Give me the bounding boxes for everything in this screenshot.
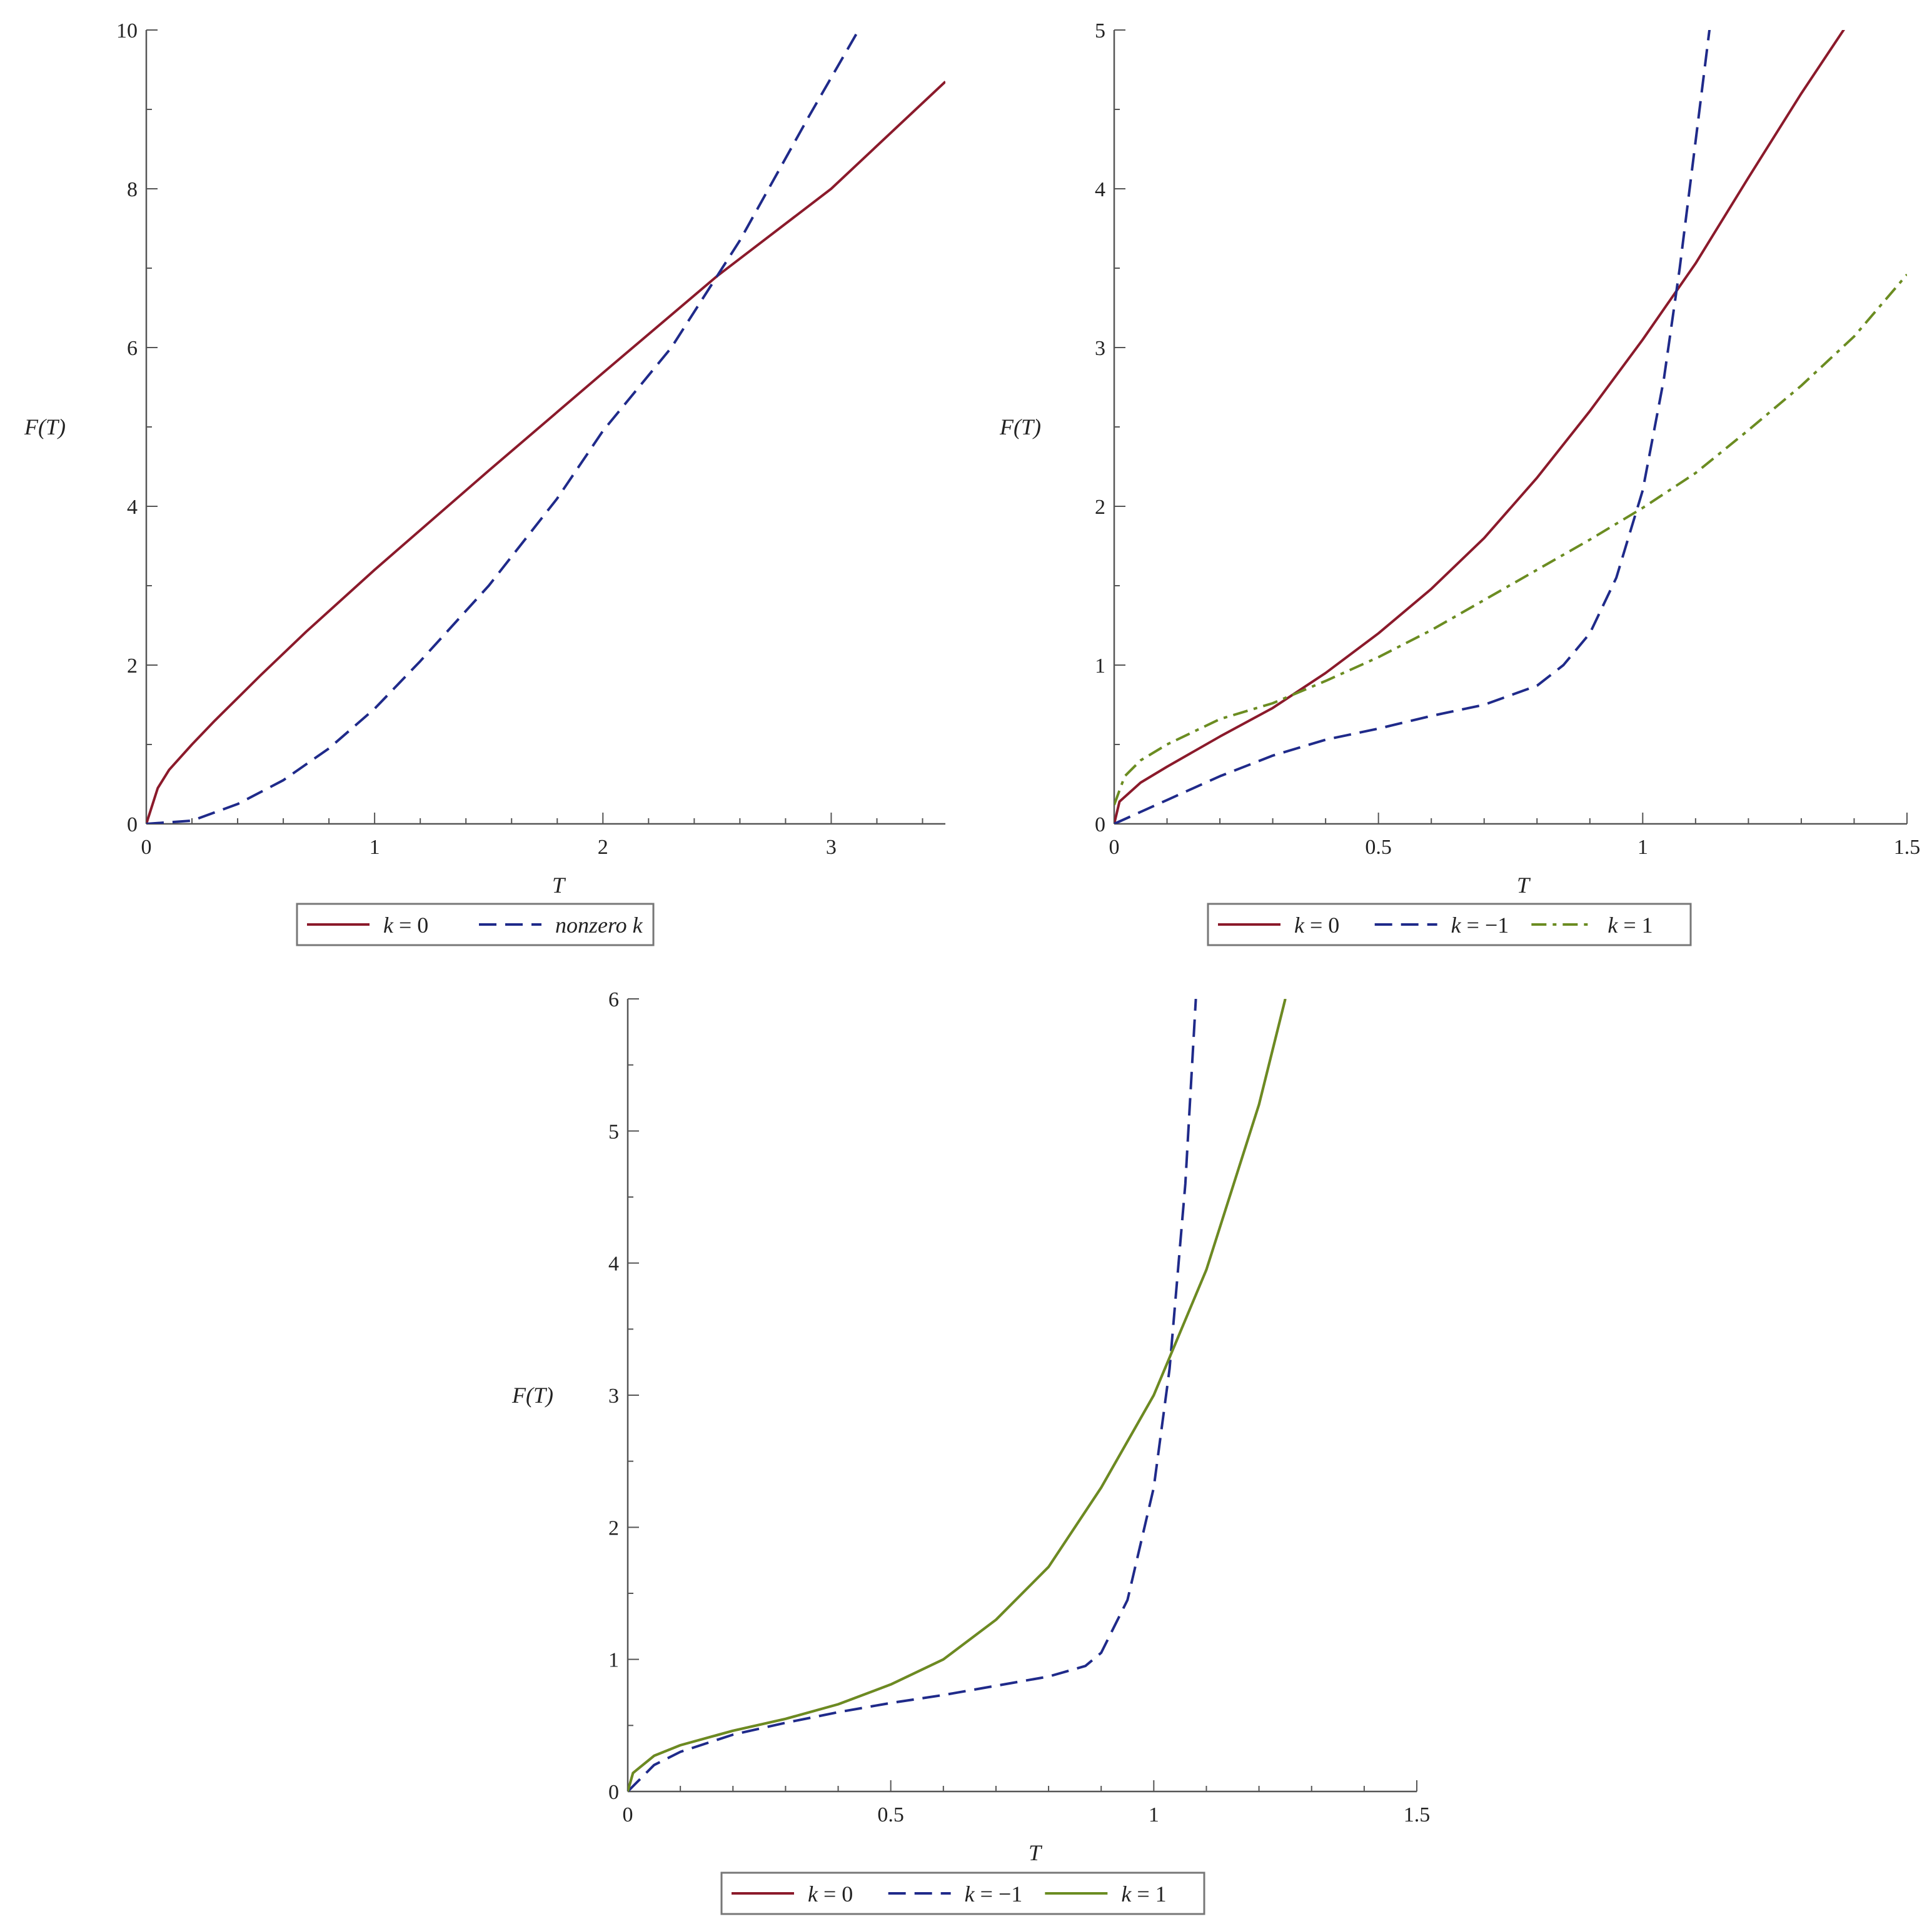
x-tick-label: 1: [1638, 836, 1648, 859]
legend-label: k = −1: [965, 1881, 1023, 1906]
legend-label: k = 1: [1607, 913, 1653, 938]
x-axis-label: T: [1517, 873, 1531, 898]
legend: k = 0 k = −1 k = 1: [720, 1871, 1205, 1915]
y-axis-label: F(T): [999, 414, 1041, 439]
x-tick-label: 0.5: [877, 1803, 904, 1826]
y-tick-label: 6: [127, 337, 138, 360]
y-tick-label: 2: [127, 654, 138, 678]
y-tick-label: 4: [127, 496, 138, 519]
series-line: [1114, 273, 1907, 806]
y-axis-label: F(T): [24, 414, 66, 439]
legend: k = 0 nonzero k: [296, 903, 655, 946]
y-tick-label: 8: [127, 178, 138, 201]
x-tick-label: 1.5: [1894, 836, 1921, 859]
y-tick-label: 2: [1095, 496, 1105, 519]
y-tick-label: 10: [116, 19, 138, 43]
series-line: [146, 30, 860, 824]
series-line: [1114, 30, 1845, 824]
series-line: [628, 999, 1287, 1791]
plot-top-right: 0 0.5 1 1.5 0 1 2 3 4 5 T F(T) k = 0 k = −1 k = 1: [999, 19, 1920, 946]
legend-label: k = 0: [383, 913, 428, 938]
legend: k = 0 k = −1 k = 1: [1207, 903, 1692, 946]
x-tick-label: 0: [1109, 836, 1120, 859]
series-line: [1114, 30, 1711, 824]
x-tick-label: 0.5: [1365, 836, 1392, 859]
y-tick-label: 3: [1095, 337, 1105, 360]
y-tick-label: 1: [1095, 654, 1105, 678]
series-group: [1114, 30, 1907, 824]
axes: 0 0.5 1 1.5 0 1 2 3 4 5 6 T F(T): [511, 988, 1430, 1865]
x-axis-label: T: [1029, 1840, 1043, 1865]
y-tick-label: 4: [1095, 178, 1105, 201]
series-group: [146, 30, 945, 824]
x-tick-label: 1: [370, 836, 380, 859]
legend-label: k = 0: [1294, 913, 1339, 938]
x-tick-label: 0: [623, 1803, 633, 1826]
x-tick-label: 1: [1149, 1803, 1159, 1826]
x-tick-label: 2: [598, 836, 608, 859]
x-tick-label: 0: [141, 836, 152, 859]
series-line: [146, 81, 945, 824]
series-line: [628, 999, 1197, 1791]
series-line: [628, 999, 1287, 1791]
x-tick-label: 3: [826, 836, 837, 859]
legend-label: nonzero k: [555, 913, 643, 938]
plot-top-left: 0 1 2 3 0 2 4 6 8 10 T F(T) k = 0 nonzero k: [24, 19, 945, 946]
legend-label: k = 0: [808, 1881, 853, 1906]
legend-label: k = −1: [1451, 913, 1509, 938]
y-tick-label: 0: [1095, 813, 1105, 836]
y-tick-label: 2: [608, 1516, 619, 1540]
y-tick-label: 1: [608, 1649, 619, 1672]
y-tick-label: 0: [127, 813, 138, 836]
y-tick-label: 6: [608, 988, 619, 1011]
x-axis-label: T: [552, 873, 566, 898]
y-tick-label: 5: [1095, 19, 1105, 43]
x-tick-label: 1.5: [1404, 1803, 1431, 1826]
y-tick-label: 4: [608, 1253, 619, 1276]
legend-label: k = 1: [1121, 1881, 1166, 1906]
y-tick-label: 5: [608, 1120, 619, 1143]
y-tick-label: 0: [608, 1781, 619, 1804]
series-group: [628, 999, 1287, 1791]
plot-bottom: 0 0.5 1 1.5 0 1 2 3 4 5 6 T F(T) k = 0 k = −1 k = 1: [511, 988, 1430, 1915]
axes: 0 1 2 3 0 2 4 6 8 10 T F(T): [24, 19, 945, 898]
axes: 0 0.5 1 1.5 0 1 2 3 4 5 T F(T): [999, 19, 1920, 898]
y-axis-label: F(T): [511, 1383, 553, 1408]
y-tick-label: 3: [608, 1385, 619, 1408]
